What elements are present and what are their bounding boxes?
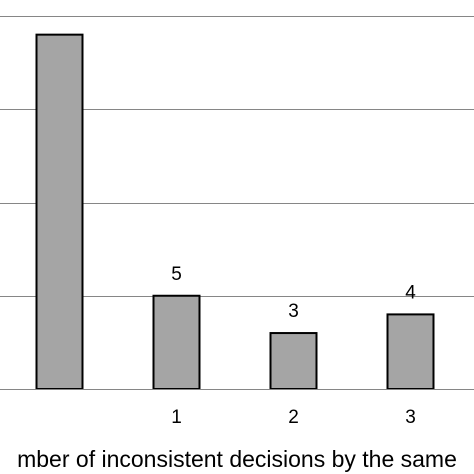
bars	[35, 33, 435, 391]
x-tick-label-1: 1	[171, 407, 182, 428]
data-label-1: 5	[171, 264, 182, 285]
bar-0	[35, 33, 84, 391]
bar-3	[386, 313, 435, 390]
bar-1	[152, 294, 201, 390]
x-tick-label-2: 2	[288, 407, 299, 428]
x-axis-label: mber of inconsistent decisions by the sa…	[17, 446, 457, 472]
data-label-2: 3	[288, 301, 299, 322]
x-tick-label-3: 3	[405, 407, 416, 428]
x-tick-labels: 1234	[171, 407, 416, 428]
bar-2	[269, 332, 318, 390]
data-labels: 5342	[171, 264, 416, 322]
data-label-3: 4	[405, 282, 416, 303]
